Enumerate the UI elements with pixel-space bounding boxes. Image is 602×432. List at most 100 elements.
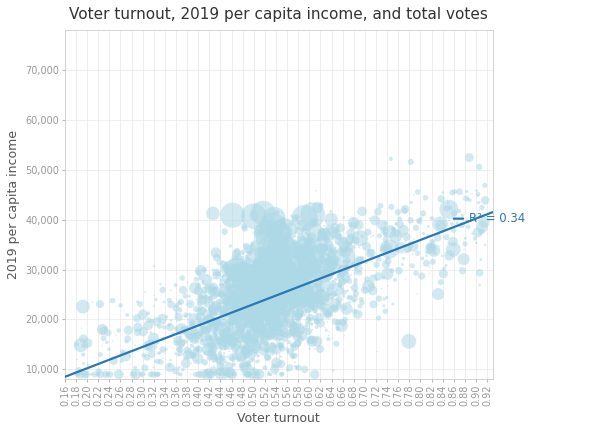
Point (200, 326, 210, 333)
Point (291, 289, 300, 296)
Point (305, 243, 315, 250)
Point (231, 298, 241, 305)
Point (329, 259, 338, 266)
Point (402, 234, 411, 241)
Point (138, 311, 147, 318)
Point (289, 291, 299, 298)
Point (307, 320, 317, 327)
Point (267, 296, 277, 303)
Point (222, 335, 231, 342)
Point (264, 296, 273, 303)
Point (317, 273, 326, 280)
Point (406, 199, 416, 206)
Point (105, 371, 115, 378)
Point (252, 370, 261, 377)
Point (202, 368, 211, 375)
Point (193, 334, 203, 341)
Point (291, 230, 300, 237)
Point (228, 274, 238, 281)
Point (271, 275, 281, 282)
Point (278, 285, 287, 292)
Point (232, 250, 241, 257)
Point (255, 247, 265, 254)
Point (226, 320, 235, 327)
Point (214, 355, 223, 362)
Point (252, 358, 262, 365)
Point (284, 227, 293, 234)
Point (345, 294, 355, 301)
Point (246, 278, 255, 285)
Point (404, 247, 414, 254)
Point (264, 236, 273, 243)
Point (389, 251, 399, 258)
Point (224, 325, 234, 332)
Point (283, 248, 293, 255)
Point (302, 293, 312, 300)
Point (399, 226, 408, 233)
Point (307, 284, 317, 291)
Point (350, 308, 359, 315)
Point (295, 299, 305, 306)
Point (205, 317, 215, 324)
Point (227, 301, 237, 308)
Point (347, 247, 356, 254)
Point (260, 305, 270, 312)
Point (324, 261, 334, 268)
Point (317, 300, 326, 307)
Point (323, 243, 333, 250)
Point (203, 318, 213, 325)
Point (258, 287, 267, 294)
Point (225, 286, 235, 293)
Point (262, 312, 272, 319)
Point (279, 288, 289, 295)
Point (275, 300, 284, 307)
Point (301, 285, 311, 292)
Point (245, 371, 255, 378)
Point (304, 288, 314, 295)
Point (235, 313, 244, 320)
Point (365, 215, 374, 222)
Point (212, 331, 222, 338)
Point (260, 248, 270, 255)
Point (253, 311, 263, 318)
Point (231, 330, 240, 337)
Point (175, 307, 185, 314)
Point (262, 249, 272, 256)
Point (202, 349, 211, 356)
Point (237, 337, 247, 344)
Point (116, 358, 126, 365)
Point (243, 289, 253, 296)
Point (241, 347, 251, 354)
Point (309, 269, 319, 276)
Point (270, 342, 280, 349)
Point (244, 276, 253, 283)
Point (237, 270, 246, 277)
Point (214, 320, 223, 327)
Point (211, 355, 221, 362)
Point (228, 295, 238, 302)
Point (306, 321, 316, 327)
Point (252, 299, 262, 305)
Point (278, 262, 288, 269)
Point (275, 235, 285, 241)
Point (228, 371, 238, 378)
Point (236, 277, 246, 284)
Point (284, 308, 294, 315)
Point (276, 258, 285, 265)
Point (302, 271, 311, 278)
Point (383, 245, 393, 252)
Point (270, 310, 280, 317)
Point (275, 283, 285, 289)
Point (299, 310, 308, 317)
Point (353, 230, 363, 237)
Point (174, 371, 184, 378)
Point (261, 289, 271, 295)
Point (379, 295, 389, 302)
Point (288, 322, 297, 329)
Point (276, 287, 286, 294)
Point (327, 248, 337, 255)
Point (268, 302, 278, 309)
Point (326, 270, 336, 277)
Point (220, 231, 229, 238)
Point (340, 321, 349, 327)
